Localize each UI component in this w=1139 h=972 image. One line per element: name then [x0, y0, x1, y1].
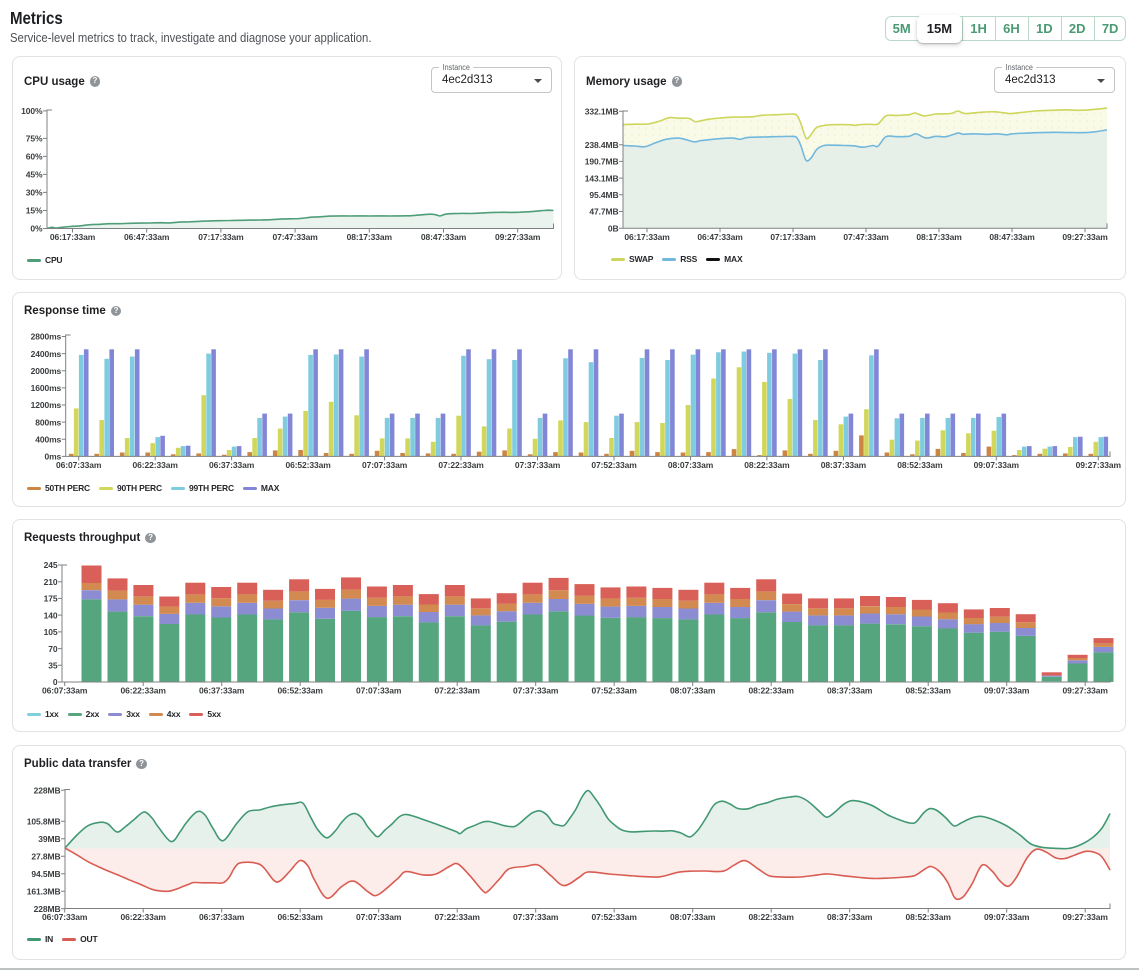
svg-text:0: 0	[53, 677, 58, 687]
svg-text:332.1MB: 332.1MB	[585, 107, 619, 117]
svg-text:105.8MB: 105.8MB	[27, 817, 61, 827]
svg-text:09:27:33am: 09:27:33am	[1062, 232, 1108, 242]
svg-text:190.7MB: 190.7MB	[585, 157, 619, 167]
svg-text:07:22:33am: 07:22:33am	[435, 912, 481, 922]
svg-text:09:27:33am: 09:27:33am	[1076, 460, 1122, 470]
svg-text:09:27:33am: 09:27:33am	[495, 232, 541, 242]
svg-text:09:07:33am: 09:07:33am	[974, 460, 1020, 470]
svg-text:08:07:33am: 08:07:33am	[670, 912, 716, 922]
svg-text:0ms: 0ms	[44, 452, 61, 462]
svg-text:30%: 30%	[26, 188, 43, 198]
svg-text:75%: 75%	[26, 134, 43, 144]
svg-text:08:07:33am: 08:07:33am	[670, 686, 716, 696]
svg-text:07:22:33am: 07:22:33am	[435, 686, 481, 696]
svg-text:07:07:33am: 07:07:33am	[356, 686, 402, 696]
svg-text:210: 210	[44, 577, 58, 587]
svg-text:09:07:33am: 09:07:33am	[984, 686, 1030, 696]
svg-text:70: 70	[48, 644, 58, 654]
svg-text:08:52:33am: 08:52:33am	[906, 686, 952, 696]
svg-text:07:17:33am: 07:17:33am	[770, 232, 816, 242]
svg-text:07:52:33am: 07:52:33am	[591, 460, 637, 470]
svg-text:1200ms: 1200ms	[31, 400, 62, 410]
svg-text:105: 105	[44, 627, 58, 637]
svg-text:06:37:33am: 06:37:33am	[199, 686, 245, 696]
svg-text:06:37:33am: 06:37:33am	[199, 912, 245, 922]
svg-text:09:27:33am: 09:27:33am	[1063, 912, 1109, 922]
svg-text:06:37:33am: 06:37:33am	[209, 460, 255, 470]
svg-text:06:07:33am: 06:07:33am	[42, 912, 88, 922]
svg-text:09:27:33am: 09:27:33am	[1063, 686, 1109, 696]
svg-text:07:07:33am: 07:07:33am	[356, 912, 402, 922]
svg-text:08:52:33am: 08:52:33am	[897, 460, 943, 470]
svg-text:07:47:33am: 07:47:33am	[272, 232, 318, 242]
svg-text:07:07:33am: 07:07:33am	[362, 460, 408, 470]
svg-text:08:47:33am: 08:47:33am	[989, 232, 1035, 242]
svg-text:06:52:33am: 06:52:33am	[278, 686, 324, 696]
svg-text:08:22:33am: 08:22:33am	[749, 686, 795, 696]
svg-text:07:52:33am: 07:52:33am	[592, 686, 638, 696]
svg-text:08:37:33am: 08:37:33am	[827, 686, 873, 696]
svg-text:06:22:33am: 06:22:33am	[121, 912, 167, 922]
svg-text:95.4MB: 95.4MB	[589, 190, 618, 200]
svg-text:08:07:33am: 08:07:33am	[668, 460, 714, 470]
svg-text:08:22:33am: 08:22:33am	[749, 912, 795, 922]
svg-text:238.4MB: 238.4MB	[585, 140, 619, 150]
svg-text:07:47:33am: 07:47:33am	[843, 232, 889, 242]
svg-text:06:07:33am: 06:07:33am	[42, 686, 88, 696]
svg-text:47.7MB: 47.7MB	[589, 207, 618, 217]
svg-text:35: 35	[48, 661, 58, 671]
svg-text:06:47:33am: 06:47:33am	[697, 232, 743, 242]
svg-text:2000ms: 2000ms	[31, 366, 62, 376]
svg-text:06:22:33am: 06:22:33am	[121, 686, 167, 696]
svg-text:400ms: 400ms	[35, 435, 61, 445]
svg-text:08:37:33am: 08:37:33am	[821, 460, 867, 470]
svg-text:08:47:33am: 08:47:33am	[421, 232, 467, 242]
svg-text:07:52:33am: 07:52:33am	[592, 912, 638, 922]
svg-text:08:17:33am: 08:17:33am	[347, 232, 393, 242]
svg-text:15%: 15%	[26, 206, 43, 216]
svg-text:08:52:33am: 08:52:33am	[906, 912, 952, 922]
svg-text:800ms: 800ms	[35, 417, 61, 427]
svg-text:39MB: 39MB	[38, 834, 60, 844]
svg-text:07:37:33am: 07:37:33am	[515, 460, 561, 470]
svg-text:06:52:33am: 06:52:33am	[278, 912, 324, 922]
svg-text:06:22:33am: 06:22:33am	[133, 460, 179, 470]
svg-text:07:37:33am: 07:37:33am	[513, 912, 559, 922]
svg-text:60%: 60%	[26, 152, 43, 162]
svg-text:228MB: 228MB	[34, 904, 61, 914]
svg-text:07:22:33am: 07:22:33am	[438, 460, 484, 470]
svg-text:06:07:33am: 06:07:33am	[56, 460, 102, 470]
svg-text:07:37:33am: 07:37:33am	[513, 686, 559, 696]
svg-text:08:17:33am: 08:17:33am	[916, 232, 962, 242]
svg-text:161.3MB: 161.3MB	[27, 887, 61, 897]
svg-text:06:47:33am: 06:47:33am	[124, 232, 170, 242]
svg-text:143.1MB: 143.1MB	[585, 173, 619, 183]
svg-text:2800ms: 2800ms	[31, 332, 62, 342]
svg-text:1600ms: 1600ms	[31, 383, 62, 393]
svg-text:08:22:33am: 08:22:33am	[744, 460, 790, 470]
svg-text:09:07:33am: 09:07:33am	[984, 912, 1030, 922]
svg-text:245: 245	[44, 560, 58, 570]
svg-text:2400ms: 2400ms	[31, 349, 62, 359]
svg-text:08:37:33am: 08:37:33am	[827, 912, 873, 922]
svg-text:94.5MB: 94.5MB	[31, 869, 60, 879]
svg-text:06:17:33am: 06:17:33am	[624, 232, 670, 242]
svg-text:06:52:33am: 06:52:33am	[285, 460, 331, 470]
svg-text:175: 175	[44, 594, 58, 604]
svg-text:0%: 0%	[30, 224, 43, 234]
svg-text:07:17:33am: 07:17:33am	[198, 232, 244, 242]
svg-text:45%: 45%	[26, 170, 43, 180]
svg-text:100%: 100%	[21, 106, 43, 116]
svg-text:140: 140	[44, 610, 58, 620]
svg-text:27.8MB: 27.8MB	[31, 852, 60, 862]
svg-text:06:17:33am: 06:17:33am	[50, 232, 96, 242]
svg-text:0B: 0B	[608, 223, 619, 233]
svg-text:228MB: 228MB	[34, 786, 61, 796]
